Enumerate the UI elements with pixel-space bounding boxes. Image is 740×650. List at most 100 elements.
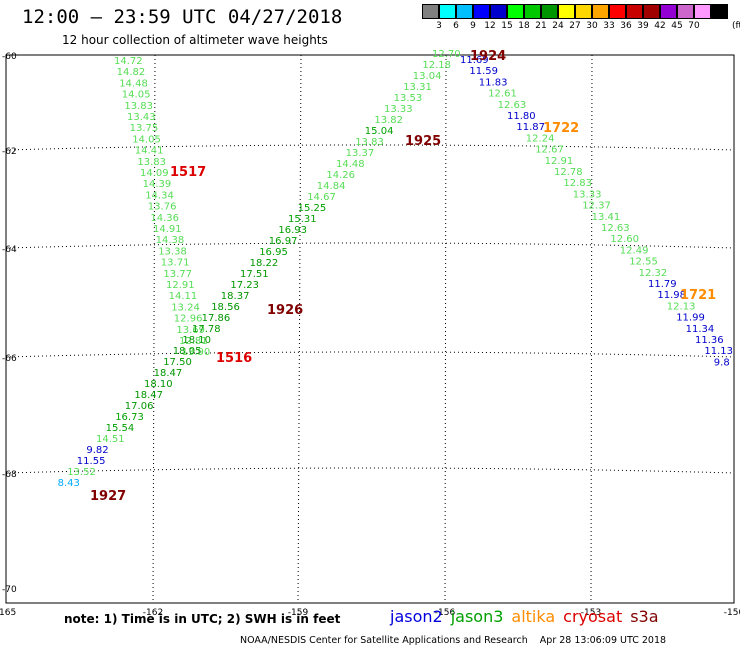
wave-height-value: 14.05: [122, 90, 151, 101]
parallel-line: [5, 467, 735, 474]
parallel-line: [5, 144, 735, 151]
wave-height-value: 13.33: [384, 104, 413, 115]
track-pass-label: 1926: [267, 303, 303, 318]
scale-label: 45: [671, 21, 683, 31]
wave-height-value: 15.31: [288, 214, 317, 225]
wave-height-value: 12.63: [601, 223, 630, 234]
scale-label: 70: [688, 21, 700, 31]
wave-height-value: 12.91: [166, 280, 195, 291]
wave-height-value: 13.38: [158, 246, 187, 257]
wave-height-value: 12.55: [629, 257, 658, 268]
legend-jason3: jason3: [450, 607, 504, 626]
wave-height-value: 12.91: [545, 156, 574, 167]
wave-height-value: 13.69: [176, 325, 205, 336]
wave-height-value: 13.37: [346, 148, 375, 159]
wave-height-value: 17.50: [163, 357, 192, 368]
wave-height-value: 18.10: [144, 379, 173, 390]
legend-jason2: jason2: [390, 607, 443, 626]
parallel-line: [5, 351, 735, 358]
map-note: note: 1) Time is in UTC; 2) SWH is in fe…: [64, 612, 341, 626]
wave-height-value: 18.47: [154, 368, 183, 379]
scale-swatch: [524, 4, 541, 19]
satellite-legend: jason2 jason3 altika cryosat s3a: [390, 607, 667, 626]
wave-height-value: 14.38: [156, 235, 185, 246]
scale-label: 15: [501, 21, 513, 31]
wave-height-value: 13.31: [403, 82, 432, 93]
legend-s3a: s3a: [630, 607, 659, 626]
wave-height-value: 9.82: [86, 445, 108, 456]
map-frame: [5, 54, 735, 604]
wave-height-value: 18.56: [211, 302, 240, 313]
scale-label: 36: [620, 21, 632, 31]
wave-height-value: 14.26: [326, 170, 355, 181]
wave-height-value: 12.83: [563, 178, 592, 189]
track-pass-label: 1927: [90, 489, 126, 504]
wave-height-value: 11.69: [460, 55, 489, 66]
scale-swatch: [473, 4, 490, 19]
wave-height-value: 14.72: [114, 56, 143, 67]
wave-height-value: 14.05: [132, 134, 161, 145]
wave-height-value: 12.18: [422, 60, 451, 71]
wave-height-value: 13.76: [148, 202, 177, 213]
wave-height-value: 12.24: [526, 133, 555, 144]
wave-height-value: 9.8: [714, 357, 730, 368]
scale-label: 27: [569, 21, 581, 31]
lon-tick-label: -153: [581, 608, 601, 618]
wave-height-value: 15.54: [106, 423, 135, 434]
wave-height-value: 16.97: [269, 236, 298, 247]
scale-label: 6: [453, 21, 459, 31]
scale-swatch: [592, 4, 609, 19]
meridian-line: [590, 54, 593, 604]
scale-swatch: [626, 4, 643, 19]
wave-height-value: 11.98: [657, 290, 686, 301]
scale-swatch: [558, 4, 575, 19]
wave-height-value: 13.83: [124, 101, 153, 112]
wave-height-value: 15.25: [298, 203, 327, 214]
wave-height-value: 18.10: [182, 335, 211, 346]
footer-credit: NOAA/NESDIS Center for Satellite Applica…: [240, 635, 667, 646]
map-title: 12:00 — 23:59 UTC 04/27/2018: [22, 6, 343, 28]
wave-height-value: 11.55: [77, 456, 106, 467]
scale-swatch: [711, 4, 728, 19]
wave-height-value: 15.04: [365, 126, 394, 137]
scale-swatch: [456, 4, 473, 19]
wave-height-value: 14.48: [119, 78, 148, 89]
wave-height-value: 11.59: [469, 66, 498, 77]
wave-height-value: 12.67: [535, 145, 564, 156]
wave-height-value: 11.83: [479, 77, 508, 88]
scale-swatch: [439, 4, 456, 19]
wave-height-value: 13.82: [374, 115, 403, 126]
meridian-line: [297, 54, 302, 604]
wave-height-value: 16.95: [259, 247, 288, 258]
wave-height-value: 14.67: [307, 192, 336, 203]
wave-height-value: 13.04: [413, 71, 442, 82]
wave-height-value: 13.43: [127, 112, 156, 123]
wave-height-value: 14.82: [117, 67, 146, 78]
meridian-line: [152, 54, 156, 604]
meridian-line: [444, 54, 447, 604]
track-pass-label: 1722: [543, 121, 579, 136]
wave-height-value: 13.33: [573, 189, 602, 200]
lat-tick-label: -64: [2, 245, 17, 255]
wave-height-value: 18.05: [173, 346, 202, 357]
wave-height-value: 14.48: [336, 159, 365, 170]
wave-height-value: 11.13: [704, 346, 733, 357]
wave-height-value: 17.23: [230, 280, 259, 291]
wave-height-value: 14.51: [96, 434, 125, 445]
scale-label: 3: [436, 21, 442, 31]
lon-tick-label: -162: [143, 608, 163, 618]
scale-swatch: [490, 4, 507, 19]
wave-height-value: 11.99: [676, 313, 705, 324]
lat-tick-label: -68: [2, 470, 17, 480]
wave-height-value: 18.47: [134, 390, 163, 401]
wave-height-value: 12.37: [582, 201, 611, 212]
wave-height-value: 13.83: [137, 157, 166, 168]
scale-unit: (ft): [732, 21, 740, 31]
wave-height-value: 12.81: [179, 336, 208, 347]
wave-height-value: 13.77: [163, 269, 192, 280]
wave-height-value: 12.96: [174, 314, 203, 325]
wave-height-value: 12.60: [610, 234, 639, 245]
wave-height-value: 14.09: [140, 168, 169, 179]
wave-height-value: 12.63: [498, 100, 527, 111]
